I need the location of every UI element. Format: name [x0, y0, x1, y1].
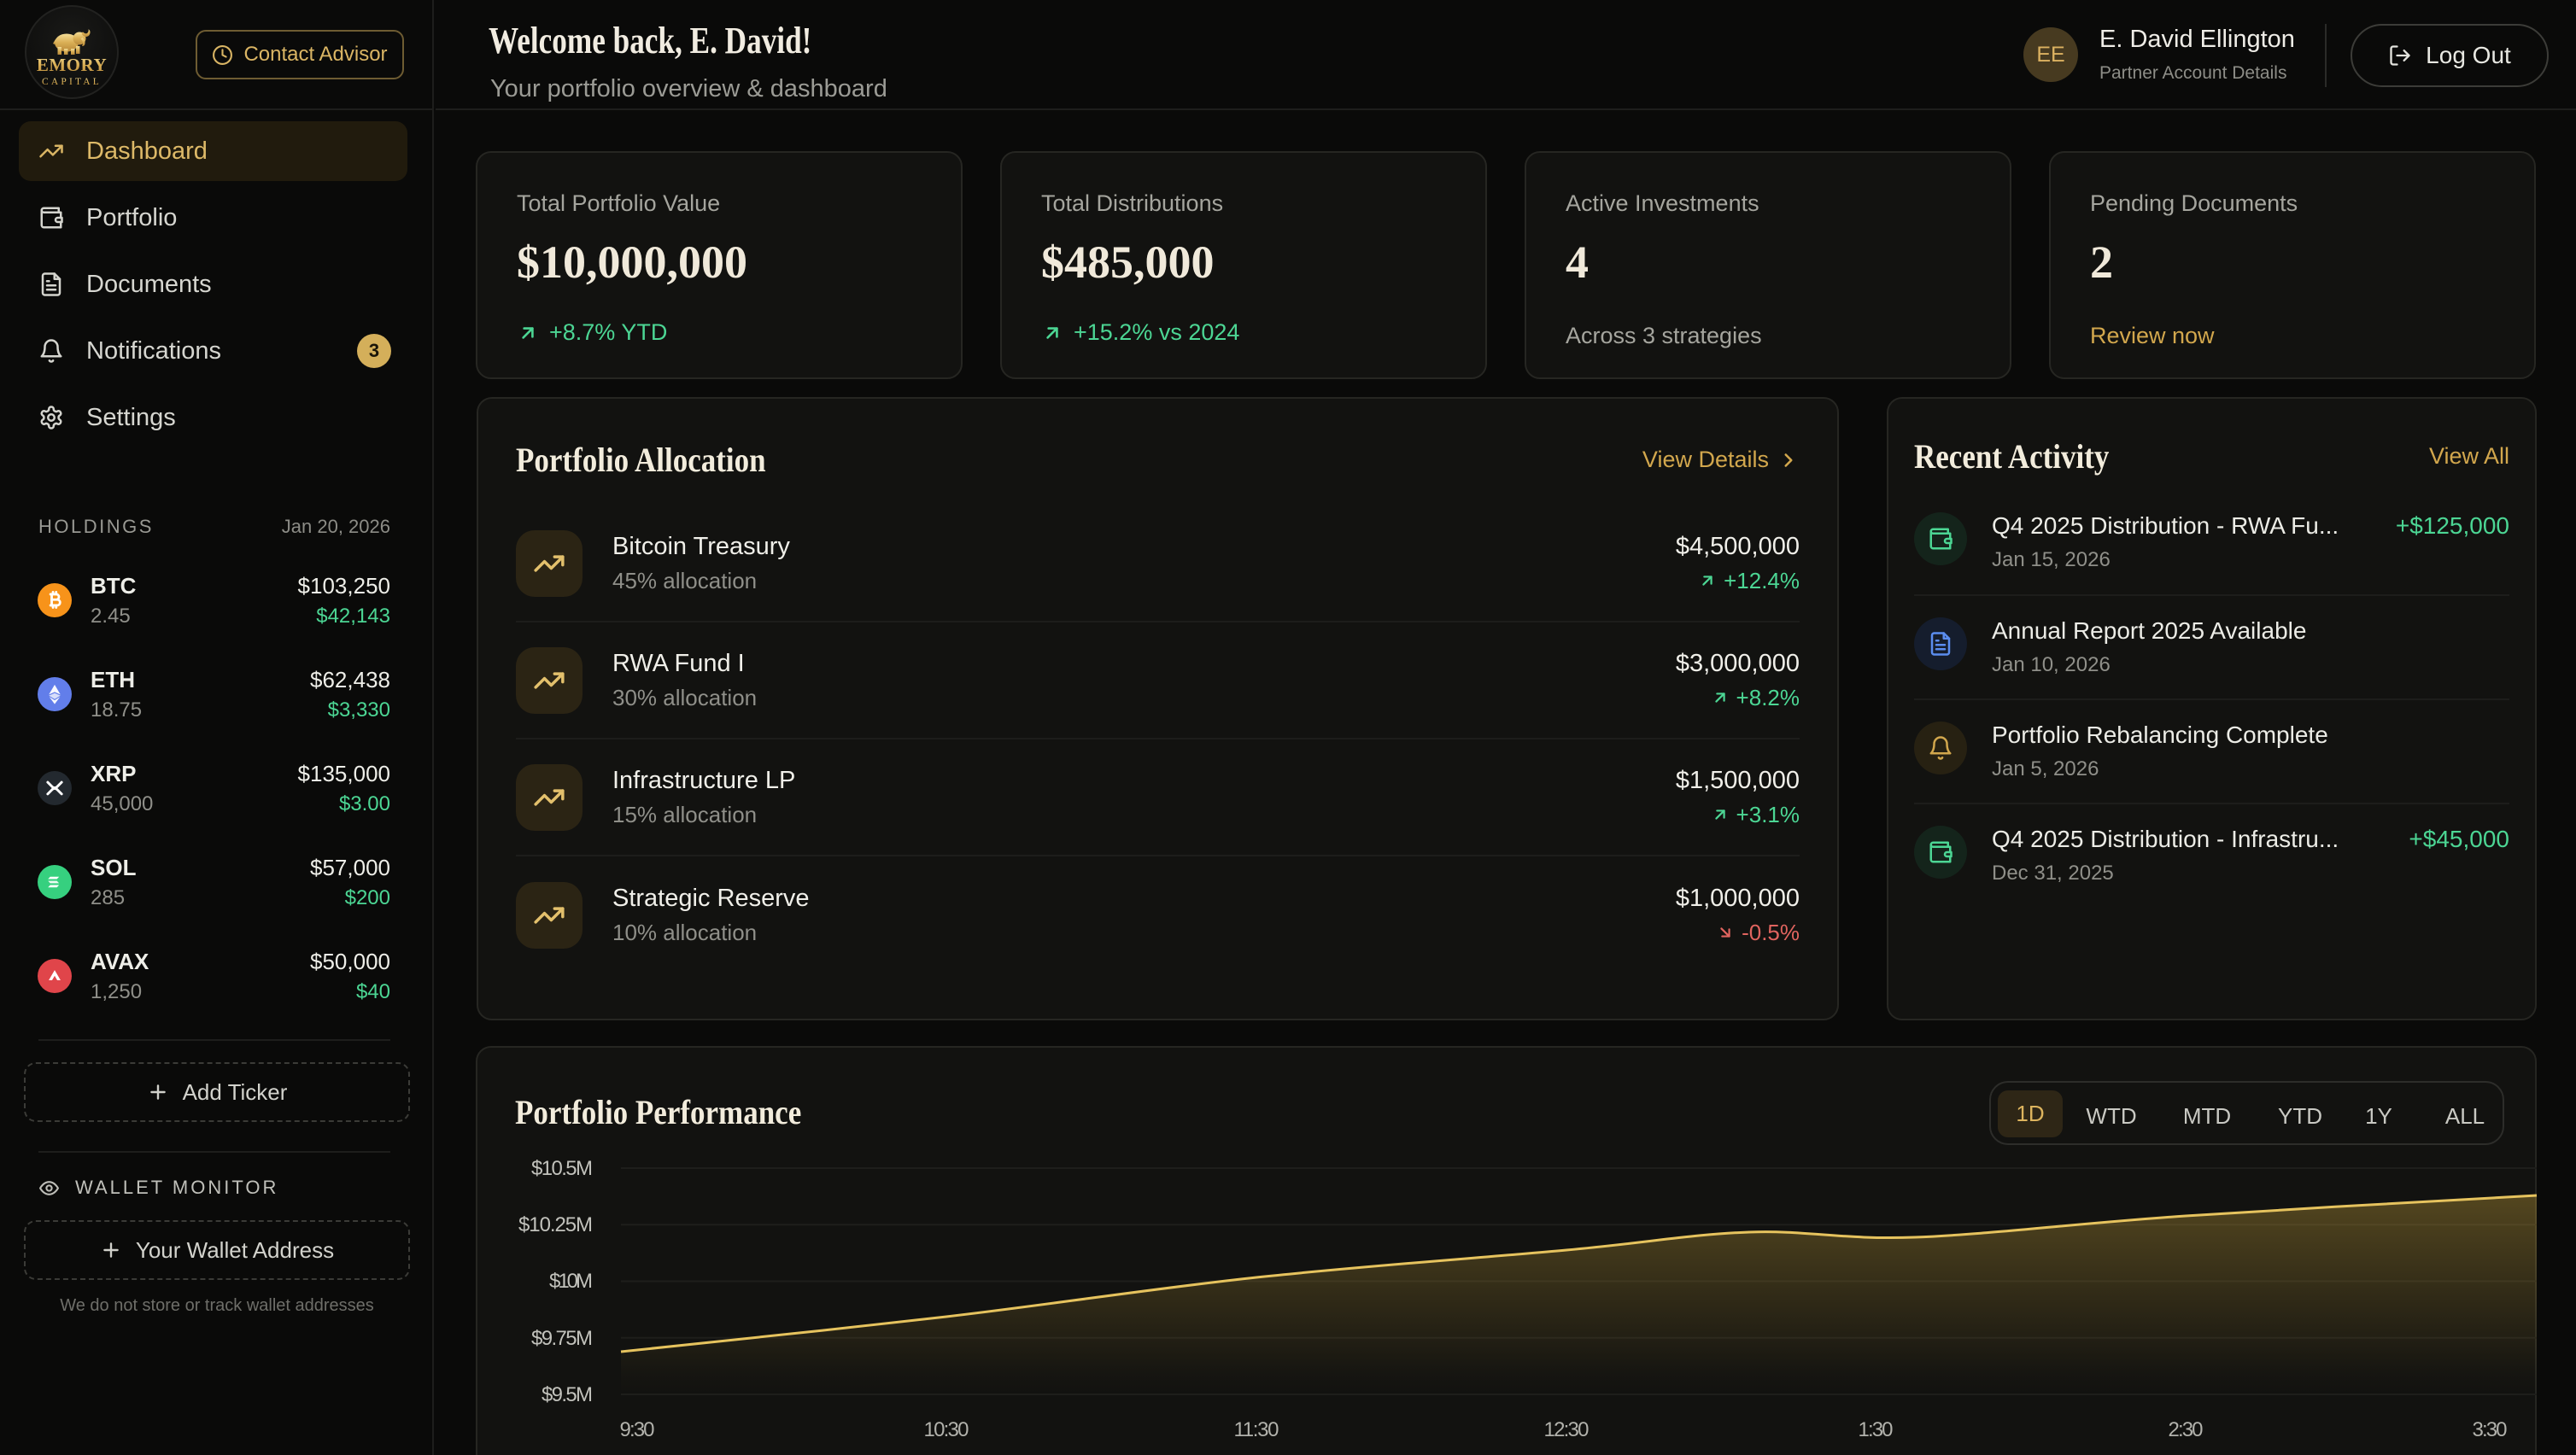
svg-text:9:30: 9:30	[620, 1418, 655, 1441]
svg-text:$9.5M: $9.5M	[542, 1383, 593, 1406]
svg-text:2:30: 2:30	[2169, 1418, 2204, 1441]
svg-text:1:30: 1:30	[1859, 1418, 1894, 1441]
svg-text:12:30: 12:30	[1544, 1418, 1590, 1441]
svg-text:$10.5M: $10.5M	[531, 1157, 593, 1180]
svg-text:EMORY: EMORY	[37, 55, 107, 75]
svg-text:$10M: $10M	[549, 1270, 593, 1293]
svg-text:$9.75M: $9.75M	[531, 1327, 593, 1350]
svg-text:10:30: 10:30	[924, 1418, 969, 1441]
svg-text:3:30: 3:30	[2473, 1418, 2508, 1441]
svg-text:11:30: 11:30	[1234, 1418, 1279, 1441]
svg-text:CAPITAL: CAPITAL	[42, 77, 102, 87]
svg-text:$10.25M: $10.25M	[518, 1213, 593, 1236]
